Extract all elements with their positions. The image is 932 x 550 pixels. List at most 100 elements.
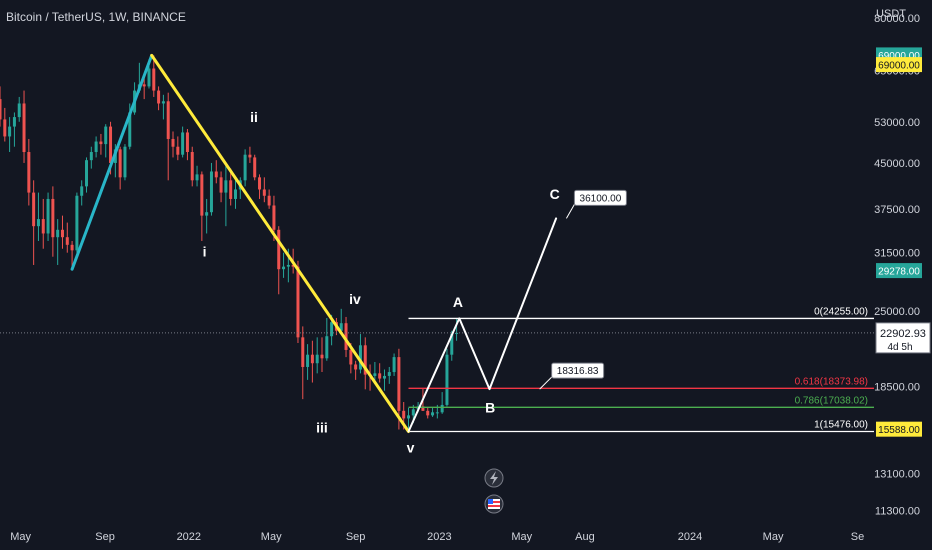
candle[interactable] bbox=[296, 260, 300, 343]
callout-pointer bbox=[565, 204, 575, 219]
price-tick-label: 25000.00 bbox=[874, 306, 920, 318]
candle[interactable] bbox=[258, 174, 262, 199]
candle[interactable] bbox=[209, 162, 213, 216]
time-tick-label: May bbox=[10, 531, 31, 543]
candle[interactable] bbox=[200, 171, 204, 241]
candle-body bbox=[445, 354, 449, 405]
candle[interactable] bbox=[407, 407, 411, 432]
candle[interactable] bbox=[176, 136, 180, 161]
candle[interactable] bbox=[85, 157, 89, 193]
candle[interactable] bbox=[310, 340, 314, 383]
candle[interactable] bbox=[378, 363, 382, 383]
candle[interactable] bbox=[22, 90, 26, 163]
time-axis[interactable]: May Sep 2022 May Sep 2023 May Aug 2024 May Se bbox=[0, 522, 874, 550]
candle-body bbox=[89, 152, 93, 161]
candle[interactable] bbox=[27, 138, 31, 206]
candle[interactable] bbox=[392, 353, 396, 376]
candle[interactable] bbox=[166, 92, 170, 181]
candle[interactable] bbox=[89, 146, 93, 169]
candle[interactable] bbox=[70, 240, 74, 270]
candle[interactable] bbox=[339, 308, 343, 335]
candle[interactable] bbox=[142, 76, 146, 100]
candle[interactable] bbox=[344, 316, 348, 358]
candle[interactable] bbox=[306, 344, 310, 380]
candle[interactable] bbox=[171, 131, 175, 158]
candle[interactable] bbox=[445, 348, 449, 407]
candle[interactable] bbox=[387, 366, 391, 384]
candle[interactable] bbox=[46, 192, 50, 241]
candle-body bbox=[219, 177, 223, 193]
candle[interactable] bbox=[363, 337, 367, 390]
candle[interactable] bbox=[80, 180, 84, 206]
price-axis[interactable]: 80000.0065000.0053000.0045000.0037500.00… bbox=[874, 0, 932, 550]
candle[interactable] bbox=[440, 392, 444, 414]
candle-body bbox=[36, 219, 40, 227]
candle[interactable] bbox=[248, 146, 252, 163]
candle[interactable] bbox=[0, 86, 2, 127]
candle[interactable] bbox=[36, 192, 40, 241]
candle[interactable] bbox=[320, 337, 324, 373]
candle[interactable] bbox=[118, 146, 122, 190]
candle[interactable] bbox=[382, 369, 386, 391]
candle[interactable] bbox=[219, 171, 223, 203]
candle[interactable] bbox=[277, 226, 281, 295]
candle[interactable] bbox=[51, 186, 55, 257]
candle[interactable] bbox=[17, 96, 21, 122]
candle[interactable] bbox=[190, 146, 194, 187]
candle[interactable] bbox=[301, 326, 305, 400]
price-badge[interactable] bbox=[876, 421, 922, 437]
candle[interactable] bbox=[325, 317, 329, 361]
candle[interactable] bbox=[157, 86, 161, 111]
candle[interactable] bbox=[8, 117, 12, 153]
candle[interactable] bbox=[205, 198, 209, 234]
candle[interactable] bbox=[224, 165, 228, 227]
candle[interactable] bbox=[214, 160, 218, 184]
lightning-icon[interactable] bbox=[484, 468, 504, 488]
candle[interactable] bbox=[12, 112, 16, 147]
candle[interactable] bbox=[195, 165, 199, 187]
candle[interactable] bbox=[315, 337, 319, 374]
time-tick-label: Se bbox=[851, 531, 864, 543]
candle[interactable] bbox=[161, 94, 165, 120]
candle[interactable] bbox=[262, 177, 266, 203]
candle-body bbox=[310, 354, 314, 364]
candle[interactable] bbox=[99, 133, 103, 155]
flag-icon[interactable] bbox=[484, 494, 504, 514]
candle[interactable] bbox=[282, 252, 286, 278]
last-price-badge[interactable] bbox=[875, 322, 931, 354]
candle[interactable] bbox=[41, 198, 45, 249]
candle[interactable] bbox=[354, 360, 358, 380]
price-badge[interactable] bbox=[876, 263, 922, 279]
price-badge[interactable] bbox=[876, 57, 922, 73]
candle[interactable] bbox=[32, 180, 36, 265]
candle[interactable] bbox=[229, 168, 233, 206]
candle[interactable] bbox=[267, 189, 271, 209]
candle-body bbox=[421, 406, 425, 411]
candle[interactable] bbox=[94, 136, 98, 158]
candle[interactable] bbox=[56, 219, 60, 265]
candle-body bbox=[325, 336, 329, 359]
candle[interactable] bbox=[75, 192, 79, 253]
symbol-title[interactable]: Bitcoin / TetherUS, 1W, BINANCE bbox=[6, 10, 186, 24]
candle[interactable] bbox=[253, 154, 257, 181]
candle[interactable] bbox=[123, 144, 127, 181]
candle[interactable] bbox=[233, 180, 237, 209]
candle[interactable] bbox=[185, 129, 189, 161]
price-tick-label: 45000.00 bbox=[874, 158, 920, 170]
candle[interactable] bbox=[426, 407, 430, 419]
candle[interactable] bbox=[243, 149, 247, 187]
candle[interactable] bbox=[152, 55, 156, 97]
candle[interactable] bbox=[60, 215, 64, 249]
candle[interactable] bbox=[104, 124, 108, 158]
candle[interactable] bbox=[65, 222, 69, 253]
candle[interactable] bbox=[431, 407, 435, 417]
candle-body bbox=[200, 174, 204, 216]
candle[interactable] bbox=[358, 334, 362, 374]
candle[interactable] bbox=[181, 126, 185, 158]
candle-body bbox=[176, 146, 180, 155]
candle[interactable] bbox=[373, 361, 377, 382]
time-tick-label: May bbox=[763, 531, 784, 543]
candle[interactable] bbox=[3, 107, 7, 142]
candle-body bbox=[382, 375, 386, 379]
